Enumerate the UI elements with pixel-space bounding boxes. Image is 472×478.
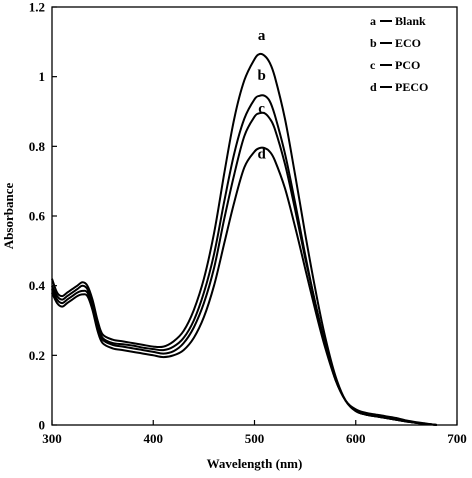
y-tick-label: 0.4 [29,278,46,293]
x-tick-label: 400 [144,431,164,446]
curve-label-d: d [257,147,266,163]
y-tick-label: 0.6 [29,209,46,224]
curve-label-a: a [258,28,266,44]
y-axis-title: Absorbance [1,183,16,250]
x-tick-label: 700 [447,431,467,446]
series-line-d [51,146,437,426]
y-tick-label: 0.2 [29,348,45,363]
x-tick-label: 600 [346,431,366,446]
curve-label-b: b [257,68,265,84]
y-tick-label: 1.2 [29,0,45,15]
legend-label-a: Blank [395,14,426,28]
y-tick-label: 1 [39,69,46,84]
ticks: 300 400 500 600 700 0 0.2 0.4 0.6 0.8 1 1.2 [29,0,467,446]
x-axis-title: Wavelength (nm) [207,456,303,471]
curve-label-c: c [258,101,265,117]
legend-key-a: a [370,14,376,28]
series-line-c [51,111,437,426]
series-line-a [51,52,437,426]
legend-key-c: c [370,58,376,72]
legend-label-d: PECO [395,80,428,94]
x-tick-label: 300 [42,431,62,446]
curves [51,52,437,426]
legend-label-b: ECO [395,36,421,50]
y-tick-label: 0.8 [29,139,46,154]
labels: a b c d [257,28,266,162]
legend-key-d: d [370,80,377,94]
legend-label-c: PCO [395,58,420,72]
legend-key-b: b [370,36,377,50]
y-tick-label: 0 [39,418,46,433]
x-tick-label: 500 [245,431,265,446]
legend: a Blank b ECO c PCO d PECO [370,14,428,94]
series-line-b [51,94,437,426]
